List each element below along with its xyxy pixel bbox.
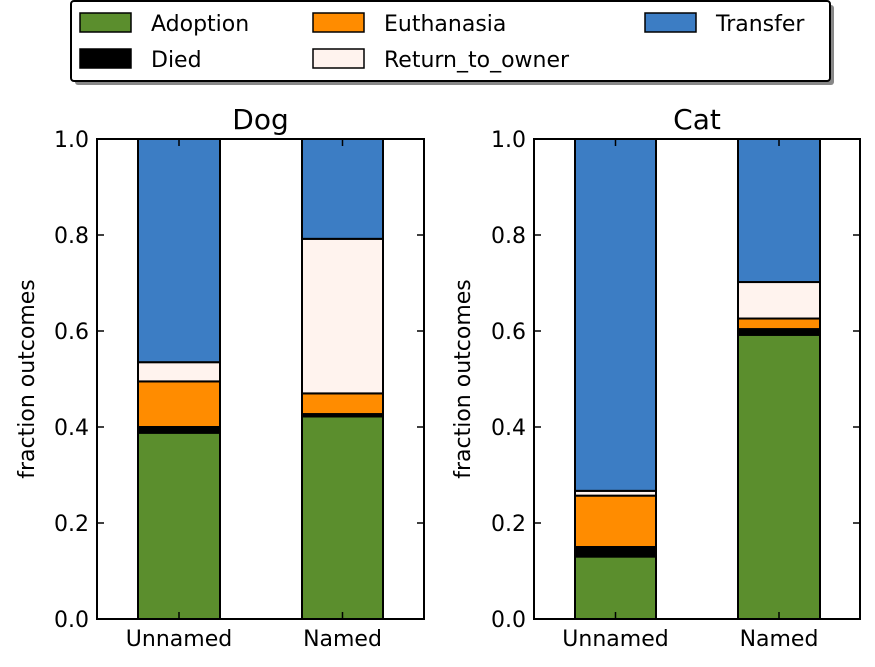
y-tick-label-cat-3: 0.6 [491, 320, 526, 345]
bar-dog-named-transfer [301, 138, 384, 240]
bar-dog-unnamed-return_to_owner [137, 361, 221, 383]
bar-cat-unnamed-euthanasia [574, 494, 657, 549]
legend-swatch-return_to_owner [312, 48, 365, 69]
bar-cat-named-adoption [737, 333, 821, 620]
legend-swatch-died [79, 48, 132, 69]
y-axis-label-dog: fraction outcomes [15, 279, 40, 479]
legend-swatch-transfer [644, 12, 697, 33]
legend-label-return_to_owner: Return_to_owner [384, 48, 570, 73]
y-tick-label-dog-1: 0.2 [54, 512, 89, 537]
axes-frame-dog [96, 138, 425, 620]
bar-dog-named-euthanasia [301, 392, 384, 416]
y-tick-label-dog-3: 0.6 [54, 320, 89, 345]
bar-cat-named-euthanasia [737, 317, 821, 331]
legend-label-euthanasia: Euthanasia [384, 12, 506, 37]
panel-title-dog: Dog [232, 103, 288, 136]
panel-cat: Unnamed Named 0.0 0.2 0.4 0.6 0.8 1.0 Cat fractio… [451, 103, 861, 652]
bar-dog-named-adoption [301, 415, 384, 620]
x-tick-label-dog-1: Named [303, 627, 382, 652]
y-tick-label-cat-1: 0.2 [491, 512, 526, 537]
y-tick-label-cat-2: 0.4 [491, 416, 526, 441]
bar-dog-named-return_to_owner [301, 237, 384, 395]
y-tick-label-dog-4: 0.8 [54, 224, 89, 249]
legend-swatch-adoption [79, 12, 132, 33]
y-tick-label-cat-5: 1.0 [491, 128, 526, 153]
legend-label-adoption: Adoption [151, 12, 249, 37]
panel-dog: Unnamed Named 0.0 0.2 0.4 0.6 0.8 1.0 Dog fractio… [15, 103, 425, 652]
legend: Adoption Died Euthanasia Return_to_owner Tra… [70, 0, 834, 85]
bar-cat-named-return_to_owner [737, 281, 821, 320]
legend-swatch-euthanasia [312, 12, 365, 33]
bar-cat-named-transfer [737, 138, 821, 284]
bar-dog-unnamed-euthanasia [137, 380, 221, 428]
bar-dog-unnamed-transfer [137, 138, 221, 364]
y-tick-label-dog-0: 0.0 [54, 608, 89, 633]
x-tick-label-dog-0: Unnamed [126, 627, 232, 652]
axes-frame-cat [533, 138, 861, 620]
y-tick-label-dog-2: 0.4 [54, 416, 89, 441]
legend-label-died: Died [151, 48, 202, 73]
x-tick-label-cat-1: Named [740, 627, 819, 652]
y-tick-label-dog-5: 1.0 [54, 128, 89, 153]
y-tick-label-cat-0: 0.0 [491, 608, 526, 633]
bar-cat-unnamed-adoption [574, 555, 657, 620]
panel-title-cat: Cat [673, 103, 721, 136]
bar-cat-unnamed-transfer [574, 138, 657, 492]
legend-label-transfer: Transfer [715, 12, 805, 37]
legend-frame [70, 0, 831, 82]
bar-dog-unnamed-adoption [137, 431, 221, 621]
bar-cat-unnamed-died [574, 546, 657, 558]
y-axis-label-cat: fraction outcomes [451, 279, 476, 479]
y-tick-label-cat-4: 0.8 [491, 224, 526, 249]
x-tick-label-cat-0: Unnamed [562, 627, 668, 652]
